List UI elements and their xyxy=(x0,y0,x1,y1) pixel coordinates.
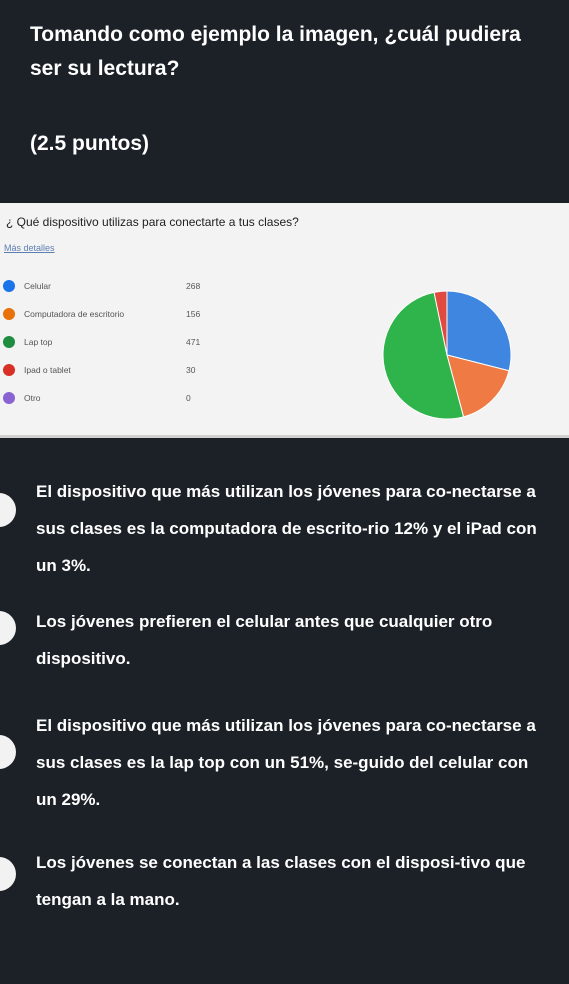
legend-dot-icon xyxy=(3,336,15,348)
legend-label: Celular xyxy=(24,281,51,291)
legend-value: 268 xyxy=(186,281,201,291)
radio-button-icon[interactable] xyxy=(0,735,16,769)
legend-item-computadora: Computadora de escritorio 156 xyxy=(0,306,230,326)
radio-button-icon[interactable] xyxy=(0,611,16,645)
answer-option-4[interactable]: Los jóvenes se conectan a las clases con… xyxy=(0,844,569,984)
pie-slice-computadora-de-escritorio xyxy=(446,354,510,418)
answer-option-text: Los jóvenes prefieren el celular antes q… xyxy=(36,612,493,668)
legend-item-laptop: Lap top 471 xyxy=(0,334,230,354)
chart-card: ¿ Qué dispositivo utilizas para conectar… xyxy=(0,203,569,438)
pie-slice-lap-top xyxy=(382,291,465,420)
legend-label: Lap top xyxy=(24,337,53,347)
answer-option-text: Los jóvenes se conectan a las clases con… xyxy=(36,853,526,909)
question-points: (2.5 puntos) xyxy=(30,132,149,155)
legend-dot-icon xyxy=(3,392,15,404)
legend-label: Computadora de escritorio xyxy=(24,309,125,319)
legend-dot-icon xyxy=(3,308,15,320)
legend-value: 471 xyxy=(186,337,201,347)
more-details-link[interactable]: Más detalles xyxy=(4,243,55,253)
question-title: Tomando como ejemplo la imagen, ¿cuál pu… xyxy=(30,23,521,80)
legend-dot-icon xyxy=(3,364,15,376)
legend-value: 0 xyxy=(186,393,191,403)
pie-slice-ipad-o-tablet xyxy=(433,290,448,356)
legend-value: 156 xyxy=(186,309,201,319)
legend-item-celular: Celular 268 xyxy=(0,278,230,298)
legend-label: Otro xyxy=(24,393,41,403)
radio-button-icon[interactable] xyxy=(0,493,16,527)
answer-option-text: El dispositivo que más utilizan los jóve… xyxy=(36,482,537,575)
legend-item-ipad: Ipad o tablet 30 xyxy=(0,362,230,382)
legend-label: Ipad o tablet xyxy=(24,365,71,375)
answer-option-1[interactable]: El dispositivo que más utilizan los jóve… xyxy=(0,473,569,613)
radio-button-icon[interactable] xyxy=(0,857,16,891)
pie-slice-celular xyxy=(446,290,512,372)
chart-question-title: ¿ Qué dispositivo utilizas para conectar… xyxy=(6,215,299,229)
answer-option-3[interactable]: El dispositivo que más utilizan los jóve… xyxy=(0,707,569,847)
pie-chart xyxy=(382,290,512,420)
legend-value: 30 xyxy=(186,365,196,375)
answer-option-text: El dispositivo que más utilizan los jóve… xyxy=(36,716,536,809)
answer-option-2[interactable]: Los jóvenes prefieren el celular antes q… xyxy=(0,603,569,743)
legend-dot-icon xyxy=(3,280,15,292)
legend-item-otro: Otro 0 xyxy=(0,390,230,410)
